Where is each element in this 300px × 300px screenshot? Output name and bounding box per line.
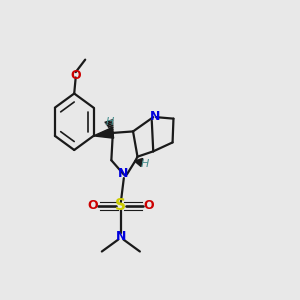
Text: H: H — [106, 117, 114, 127]
Polygon shape — [94, 128, 114, 138]
Text: H: H — [140, 158, 149, 169]
Text: N: N — [116, 230, 126, 243]
Text: N: N — [118, 167, 128, 180]
Text: N: N — [150, 110, 160, 123]
Text: O: O — [70, 69, 81, 82]
Text: O: O — [143, 199, 154, 212]
Text: S: S — [116, 198, 126, 213]
Text: O: O — [88, 199, 98, 212]
